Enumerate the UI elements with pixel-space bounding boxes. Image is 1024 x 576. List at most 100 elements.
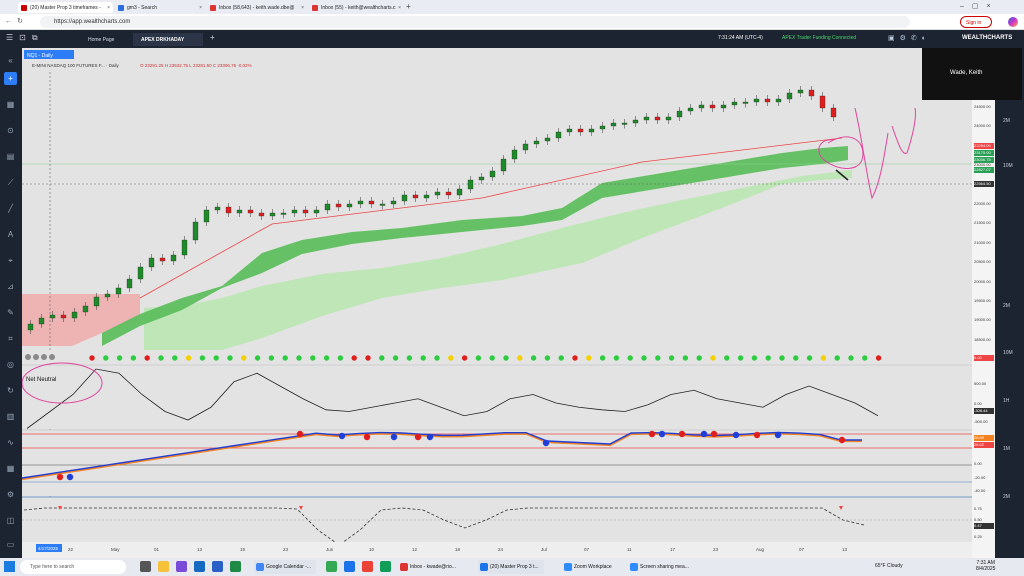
candle-body <box>456 188 463 196</box>
right-label-7[interactable]: 2M <box>1003 494 1010 500</box>
order-icon[interactable]: ▤ <box>6 152 15 161</box>
taskbar-item-master-prop[interactable]: (20) Master Prop 3 t... <box>478 560 544 574</box>
signal-dot <box>806 355 813 361</box>
file-explorer-icon[interactable] <box>158 561 169 572</box>
system-clock[interactable]: 7:31 AM 8/4/2025 <box>976 560 996 572</box>
trend-icon[interactable]: ∿ <box>7 438 14 447</box>
prob-tick-1: 0.75 <box>974 506 982 511</box>
date-axis[interactable] <box>22 542 972 558</box>
expand-icon[interactable]: ▭ <box>6 540 15 549</box>
ruler-icon[interactable]: ✎ <box>7 308 14 317</box>
draw-icon[interactable]: ╱ <box>8 204 13 213</box>
candle-body <box>533 140 540 145</box>
candle-body <box>302 209 309 214</box>
text-icon[interactable]: A <box>7 230 14 239</box>
cube-icon[interactable]: ◫ <box>6 516 15 525</box>
right-label-1[interactable]: 2M <box>1003 118 1010 124</box>
signal-dot <box>199 355 206 361</box>
price-tick: 21000.00 <box>974 239 991 245</box>
signal-marker <box>839 506 843 510</box>
sign-in-button[interactable]: Sign in <box>960 16 992 28</box>
task-view-icon[interactable] <box>140 561 151 572</box>
outlook-icon[interactable] <box>194 561 205 572</box>
right-label-3[interactable]: 2M <box>1003 303 1010 309</box>
price-axis[interactable]: 24500.0024000.0023500.0023000.0022500.00… <box>972 48 995 558</box>
add-tab-button[interactable]: + <box>210 33 215 42</box>
signal-dot <box>254 355 261 361</box>
taskbar-search[interactable]: Type here to search <box>20 560 126 574</box>
weather[interactable]: 65°F Cloudy <box>875 563 903 569</box>
menu-icon[interactable]: ☰⊡⧉ <box>6 33 44 42</box>
browser-tab-search[interactable]: gm3 - Search × <box>115 2 205 13</box>
eye-icon[interactable]: ◎ <box>7 360 14 369</box>
excel-icon[interactable] <box>230 561 241 572</box>
copilot-icon[interactable] <box>1008 17 1018 27</box>
bars-icon[interactable]: ▥ <box>6 412 15 421</box>
net-neutral-label: Net Neutral <box>26 377 56 383</box>
oscillator-panel[interactable] <box>22 365 972 429</box>
taskbar-item-screen-share[interactable]: Screen sharing mea... <box>628 560 694 574</box>
candle-body <box>643 116 650 121</box>
candle-body <box>588 128 595 133</box>
chart-icon[interactable]: ▦ <box>6 100 15 109</box>
signal-dot <box>737 355 744 361</box>
window-controls[interactable]: –▢× <box>960 3 999 10</box>
sheets-icon[interactable] <box>380 561 391 572</box>
chevron-icon[interactable]: « <box>8 56 13 65</box>
taskbar-item-calendar[interactable]: Google Calendar -... <box>254 560 316 574</box>
symbol-tag-bg <box>24 50 74 59</box>
candle-body <box>236 209 243 214</box>
word-icon[interactable] <box>212 561 223 572</box>
close-icon[interactable]: × <box>107 5 110 11</box>
url-field[interactable]: https://app.wealthcharts.com <box>40 16 910 28</box>
measure-icon[interactable]: ⌖ <box>8 256 13 265</box>
grid-icon[interactable]: ▦ <box>6 464 15 473</box>
right-label-4[interactable]: 10M <box>1003 350 1013 356</box>
close-icon[interactable]: × <box>398 5 401 11</box>
settings-icon[interactable]: ⚙ <box>6 490 15 499</box>
add-icon[interactable]: + <box>4 72 17 85</box>
teams-icon[interactable] <box>176 561 187 572</box>
chart-svg[interactable]: NQ1 - Daily E-MINI NASDAQ 100 FUTURES F.… <box>22 48 972 558</box>
close-icon[interactable]: × <box>301 5 304 11</box>
signal-dot <box>475 355 482 361</box>
browser-tab-master-prop[interactable]: (20) Master Prop 3 timeframes - × <box>18 2 113 13</box>
right-label-5[interactable]: 1H <box>1003 398 1010 404</box>
probability-panel[interactable] <box>22 497 972 542</box>
watchlist-icon[interactable]: ⊙ <box>7 126 14 135</box>
header-icons[interactable]: ▣⚙✆◐ <box>888 35 931 42</box>
candle-body <box>478 176 485 181</box>
candle-body <box>797 89 804 94</box>
gmail-icon <box>312 5 318 11</box>
trend-panel[interactable] <box>22 430 972 496</box>
taskbar-item-inbox[interactable]: Inbox - kwade@rio... <box>398 560 458 574</box>
trend-dot <box>838 436 846 444</box>
price-tick: 18500.00 <box>974 336 991 342</box>
symbol-tag[interactable]: NQ1 - Daily <box>27 53 53 59</box>
calendar-icon <box>256 563 264 571</box>
windows-start-icon[interactable] <box>4 561 15 572</box>
new-tab-button[interactable]: + <box>406 2 411 11</box>
browser-tab-inbox-1[interactable]: Inbox (58,643) - keith.wade.dbe@ × <box>207 2 307 13</box>
maps-icon[interactable] <box>326 561 337 572</box>
right-label-6[interactable]: 1M <box>1003 446 1010 452</box>
tab-home-page[interactable]: Home Page <box>88 37 115 43</box>
tab-apex-drkhaday[interactable]: APEX DRKHADAY <box>133 33 203 46</box>
line-tool-icon[interactable]: ⟋ <box>7 178 14 187</box>
taskbar-item-zoom[interactable]: Zoom Workplace <box>562 560 620 574</box>
alert-icon[interactable]: ⊿ <box>7 282 14 291</box>
browser-icon[interactable] <box>344 561 355 572</box>
connection-label[interactable]: APEX Trader Funding Connected <box>782 35 857 41</box>
replay-icon[interactable]: ↻ <box>7 386 14 395</box>
candlesticks <box>27 86 837 334</box>
right-label-2[interactable]: 10M <box>1003 163 1013 169</box>
chart-area[interactable]: NQ1 - Daily E-MINI NASDAQ 100 FUTURES F.… <box>22 48 972 558</box>
dots-panel[interactable] <box>22 352 972 364</box>
chrome-icon[interactable] <box>362 561 373 572</box>
layers-icon[interactable]: ⌗ <box>8 334 13 343</box>
annotation-scribble <box>854 107 916 200</box>
nav-buttons[interactable]: ←↻ <box>5 18 28 25</box>
close-icon[interactable]: × <box>199 5 202 11</box>
browser-tab-inbox-2[interactable]: Inbox (55) - keith@wealthcharts.c × <box>309 2 404 13</box>
date-cursor: 4/17/2025 <box>38 546 59 551</box>
